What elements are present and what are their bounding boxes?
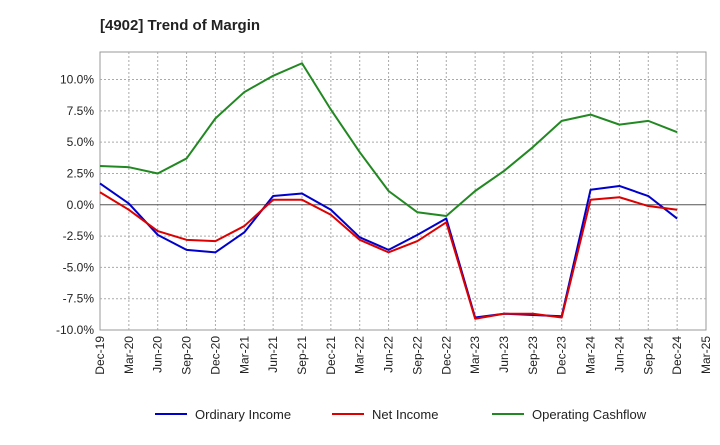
- x-tick-label: Jun-22: [382, 336, 396, 373]
- series-line-net-income: [99, 191, 678, 320]
- plot-area: [99, 51, 707, 331]
- x-tick-label: Sep-22: [410, 336, 424, 375]
- legend: Ordinary Income Net Income Operating Cashf…: [155, 407, 647, 422]
- x-tick-label: Dec-20: [208, 336, 222, 375]
- x-tick-label: Sep-21: [295, 336, 309, 375]
- x-tick-label: Jun-20: [151, 336, 165, 373]
- x-tick-label: Sep-23: [526, 336, 540, 375]
- series-line-operating-cashflow: [99, 62, 678, 218]
- x-tick-label: Mar-20: [122, 336, 136, 374]
- series-line-ordinary-income: [99, 182, 678, 319]
- x-tick-label: Mar-25: [699, 336, 713, 374]
- y-tick-label: -5.0%: [63, 260, 95, 274]
- series-layer: [99, 62, 678, 320]
- y-tick-label: -2.5%: [63, 229, 95, 243]
- legend-label-net-income: Net Income: [372, 407, 438, 422]
- x-tick-label: Mar-23: [468, 336, 482, 374]
- x-tick-label: Sep-24: [641, 336, 655, 375]
- x-tick-label: Jun-23: [497, 336, 511, 373]
- x-tick-label: Dec-21: [324, 336, 338, 375]
- y-tick-label: 10.0%: [60, 73, 94, 87]
- x-tick-label: Dec-23: [555, 336, 569, 375]
- y-tick-label: -10.0%: [56, 323, 94, 337]
- y-tick-label: 0.0%: [67, 198, 95, 212]
- x-tick-label: Dec-22: [439, 336, 453, 375]
- y-tick-label: 2.5%: [67, 166, 95, 180]
- x-tick-label: Dec-19: [93, 336, 107, 375]
- x-tick-label: Mar-21: [237, 336, 251, 374]
- y-tick-label: 5.0%: [67, 135, 95, 149]
- axes: 10.0% 7.5% 5.0% 2.5% 0.0% -2.5% -5.0% -7.5% -10.…: [56, 73, 713, 375]
- y-tick-label: -7.5%: [63, 292, 95, 306]
- x-tick-label: Mar-24: [584, 336, 598, 374]
- legend-label-operating-cashflow: Operating Cashflow: [532, 407, 647, 422]
- grid: [99, 51, 707, 331]
- x-tick-label: Dec-24: [670, 336, 684, 375]
- y-tick-label: 7.5%: [67, 104, 95, 118]
- x-tick-label: Jun-24: [612, 336, 626, 373]
- x-tick-label: Sep-20: [180, 336, 194, 375]
- x-tick-label: Jun-21: [266, 336, 280, 373]
- legend-label-ordinary-income: Ordinary Income: [195, 407, 291, 422]
- chart-title: [4902] Trend of Margin: [100, 17, 260, 34]
- x-tick-label: Mar-22: [353, 336, 367, 374]
